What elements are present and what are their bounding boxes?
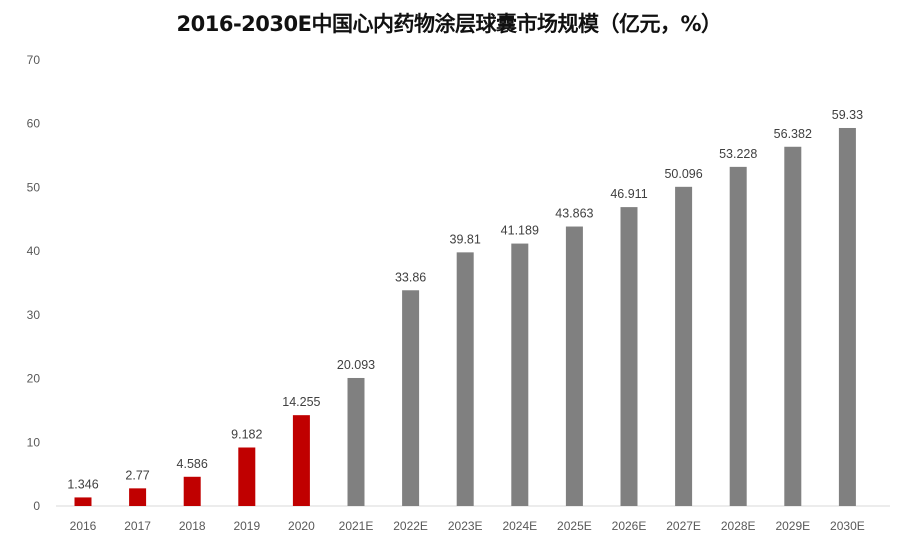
x-tick-label: 2018 [179, 519, 206, 533]
y-tick-label: 50 [27, 180, 41, 194]
y-tick-label: 40 [27, 244, 41, 258]
bar-2026E [620, 207, 638, 506]
data-label: 53.228 [719, 147, 757, 161]
data-label: 1.346 [67, 477, 98, 491]
x-tick-label: 2028E [721, 519, 756, 533]
data-label: 4.586 [177, 457, 208, 471]
data-label: 41.189 [501, 224, 539, 238]
bar-2025E [565, 226, 583, 506]
x-tick-label: 2030E [830, 519, 865, 533]
bar-2023E [456, 252, 474, 506]
x-tick-label: 2016 [70, 519, 97, 533]
y-tick-label: 0 [33, 499, 40, 513]
chart-title: 2016-2030E中国心内药物涂层球囊市场规模（亿元，%） [176, 12, 723, 36]
data-label: 56.382 [774, 127, 812, 141]
y-tick-label: 70 [27, 53, 41, 67]
x-tick-label: 2020 [288, 519, 315, 533]
data-label: 50.096 [664, 167, 702, 181]
bar-2018 [183, 476, 201, 506]
data-label: 2.77 [125, 468, 149, 482]
x-tick-label: 2029E [775, 519, 810, 533]
x-tick-label: 2023E [448, 519, 483, 533]
bar-2022E [402, 290, 420, 506]
bar-2030E [838, 127, 856, 506]
bar-2017 [129, 488, 147, 506]
x-tick-label: 2027E [666, 519, 701, 533]
data-label: 9.182 [231, 427, 262, 441]
y-tick-label: 30 [27, 308, 41, 322]
x-tick-label: 2024E [502, 519, 537, 533]
x-tick-label: 2017 [124, 519, 151, 533]
y-tick-label: 10 [27, 435, 41, 449]
y-tick-label: 20 [27, 372, 41, 386]
x-tick-label: 2026E [612, 519, 647, 533]
data-label: 59.33 [832, 108, 863, 122]
bar-2029E [784, 146, 802, 506]
bar-2028E [729, 166, 747, 506]
data-label: 43.863 [555, 207, 593, 221]
data-label: 14.255 [282, 395, 320, 409]
x-tick-label: 2019 [233, 519, 260, 533]
bar-2019 [238, 447, 256, 506]
bar-2020 [292, 415, 310, 506]
x-tick-label: 2021E [339, 519, 374, 533]
bar-2024E [511, 243, 529, 506]
x-tick-label: 2022E [393, 519, 428, 533]
bar-2021E [347, 377, 365, 506]
data-label: 33.86 [395, 270, 426, 284]
data-label: 46.911 [610, 187, 647, 201]
data-label: 20.093 [337, 358, 375, 372]
data-label: 39.81 [450, 232, 481, 246]
bar-2027E [675, 186, 693, 507]
y-tick-label: 60 [27, 117, 41, 131]
bar-2016 [74, 497, 92, 506]
x-tick-label: 2025E [557, 519, 592, 533]
